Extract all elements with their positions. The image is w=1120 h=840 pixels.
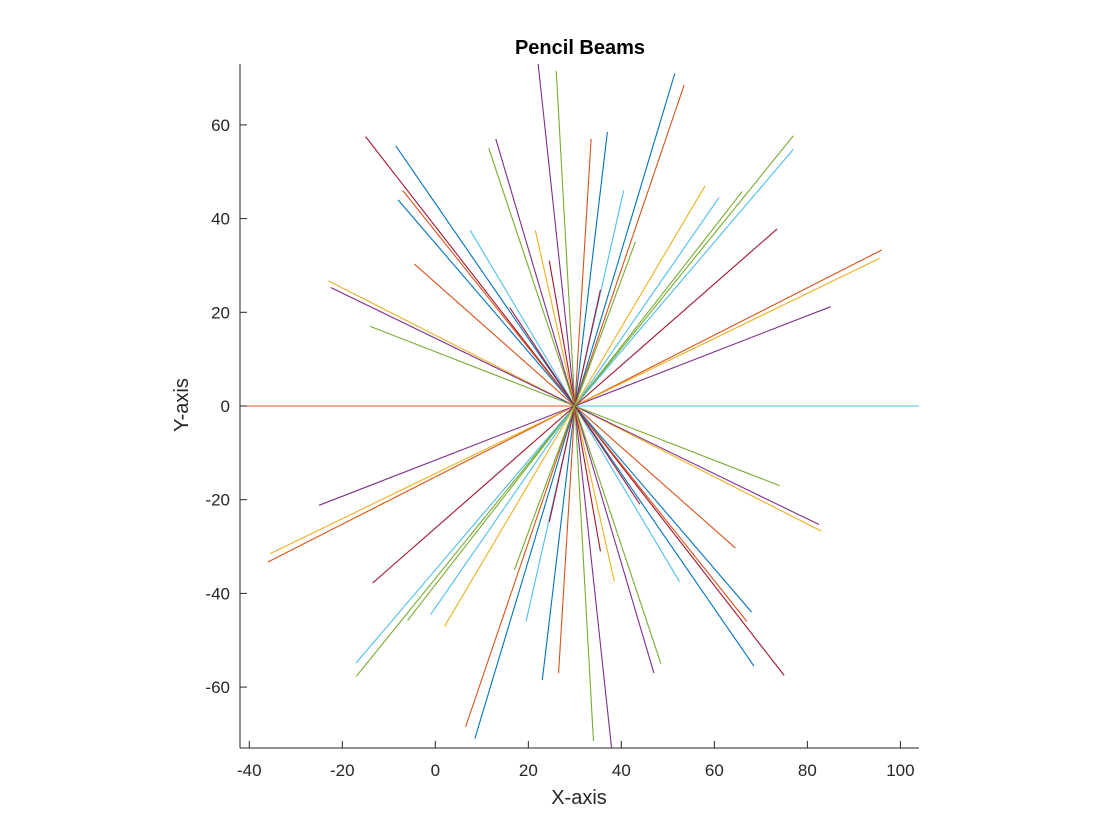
beam-line-60 xyxy=(574,405,820,526)
x-axis-label: X-axis xyxy=(551,787,607,809)
y-axis-label: Y-axis xyxy=(171,378,193,432)
beam-line-23 xyxy=(574,84,685,407)
x-tick-label: -20 xyxy=(330,761,355,780)
beam-line-59 xyxy=(330,286,576,407)
beam-line-4 xyxy=(267,405,576,563)
beam-line-11 xyxy=(574,148,794,407)
beam-line-37 xyxy=(548,260,576,407)
beam-line-52 xyxy=(574,405,748,622)
plot-area xyxy=(240,64,919,748)
y-tick-label: -40 xyxy=(205,584,230,603)
beam-line-3 xyxy=(574,249,883,407)
beam-line-33 xyxy=(555,70,576,407)
beam-line-53 xyxy=(397,199,576,407)
beam-line-31 xyxy=(574,289,601,407)
beam-line-63 xyxy=(509,307,576,407)
beam-line-6 xyxy=(269,405,576,555)
beam-line-45 xyxy=(469,230,576,407)
chart-title: Pencil Beams xyxy=(515,37,645,59)
beam-line-58 xyxy=(574,405,822,532)
y-tick-label: -20 xyxy=(205,491,230,510)
beam-line-35 xyxy=(537,64,576,407)
x-tick-label: 20 xyxy=(519,761,538,780)
beam-line-43 xyxy=(488,148,576,407)
beam-line-40 xyxy=(574,405,615,582)
beam-line-17 xyxy=(574,197,720,407)
beam-line-54 xyxy=(574,405,752,613)
beam-line-18 xyxy=(430,405,576,615)
beam-line-5 xyxy=(574,257,880,407)
x-tick-label: -40 xyxy=(237,761,262,780)
y-tick-label: 60 xyxy=(211,116,230,135)
beam-line-28 xyxy=(541,405,576,681)
beam-line-41 xyxy=(495,138,576,407)
beam-line-49 xyxy=(365,136,576,407)
beam-line-21 xyxy=(574,73,676,407)
beam-line-46 xyxy=(574,405,680,582)
beam-line-65 xyxy=(574,241,636,407)
beam-line-12 xyxy=(355,405,576,664)
beam-line-8 xyxy=(318,405,576,506)
beam-line-32 xyxy=(548,405,576,523)
beam-line-34 xyxy=(574,405,594,742)
beam-line-20 xyxy=(444,405,576,627)
beam-line-42 xyxy=(574,405,655,674)
beam-line-15 xyxy=(574,191,743,407)
beam-line-61 xyxy=(370,325,576,407)
beam-line-19 xyxy=(574,185,706,407)
beam-line-39 xyxy=(534,230,576,407)
beam-line-13 xyxy=(574,228,778,407)
beam-line-57 xyxy=(328,280,576,407)
beam-line-22 xyxy=(474,405,576,739)
beam-line-47 xyxy=(395,145,576,407)
beam-line-29 xyxy=(574,138,592,407)
x-tick-label: 60 xyxy=(705,761,724,780)
beam-line-7 xyxy=(574,306,831,407)
axes: -40 -20 0 20 40 60 80 100 -60 -40 -20 0 20 40 60 xyxy=(205,64,919,780)
beam-line-55 xyxy=(414,263,576,407)
y-tick-label: 20 xyxy=(211,303,230,322)
beam-line-24 xyxy=(465,405,576,728)
beam-line-44 xyxy=(574,405,662,664)
beam-line-14 xyxy=(372,405,576,584)
y-tick-label: 0 xyxy=(221,397,230,416)
beam-line-27 xyxy=(574,131,608,407)
beam-line-38 xyxy=(574,405,601,552)
beam-line-51 xyxy=(402,190,576,407)
y-tick-label: -60 xyxy=(205,678,230,697)
beam-line-30 xyxy=(558,405,576,674)
x-tick-label: 0 xyxy=(431,761,440,780)
x-tick-label: 40 xyxy=(612,761,631,780)
beam-line-16 xyxy=(406,405,576,621)
beam-line-48 xyxy=(574,405,755,667)
x-tick-label: 100 xyxy=(886,761,914,780)
beam-line-66 xyxy=(513,405,576,571)
beam-line-56 xyxy=(574,405,736,549)
beam-line-50 xyxy=(574,405,785,676)
beam-line-10 xyxy=(355,405,576,677)
y-tick-label: 40 xyxy=(211,210,230,229)
beam-line-36 xyxy=(574,405,613,748)
beam-line-9 xyxy=(574,135,794,407)
beam-line-62 xyxy=(574,405,780,487)
x-tick-label: 80 xyxy=(798,761,817,780)
beam-line-64 xyxy=(574,405,641,505)
